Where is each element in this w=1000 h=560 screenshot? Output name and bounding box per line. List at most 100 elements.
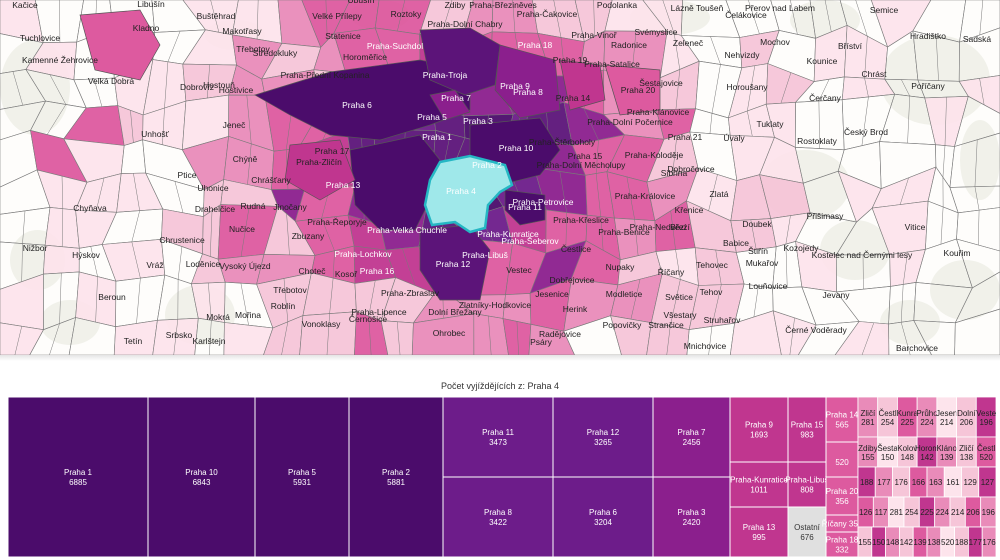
- treemap-small-tile[interactable]: 254: [903, 496, 920, 528]
- treemap-tile-rect[interactable]: [729, 461, 789, 508]
- map-regions[interactable]: [0, 0, 1000, 355]
- map-region[interactable]: [563, 315, 622, 355]
- treemap-tile-rect[interactable]: [825, 397, 859, 443]
- map-region[interactable]: [949, 185, 1000, 214]
- selected-region-praha-4[interactable]: [423, 154, 514, 234]
- map-region[interactable]: [958, 27, 1000, 82]
- prague-district[interactable]: [349, 134, 441, 231]
- treemap-tile-rect[interactable]: [729, 397, 789, 463]
- treemap-small-tile[interactable]: 188: [857, 466, 876, 498]
- treemap-small-tile[interactable]: 142: [899, 526, 914, 557]
- treemap-small-tile[interactable]: 196: [980, 496, 996, 528]
- treemap-small-tile[interactable]: 176: [981, 526, 996, 557]
- map-svg[interactable]: Kačice Libušín Ubušín Zdiby Praha-Březiněves…: [0, 0, 1000, 355]
- treemap-small-tile[interactable]: 126: [857, 496, 874, 528]
- map-region[interactable]: [263, 315, 304, 355]
- treemap-tile-rect[interactable]: [147, 397, 256, 557]
- treemap-small-tile[interactable]: 225: [918, 496, 936, 528]
- map-region[interactable]: [686, 322, 735, 355]
- treemap-small-tile[interactable]: 155: [857, 526, 873, 557]
- treemap-small-tile[interactable]: 176: [892, 466, 911, 498]
- map-region[interactable]: [954, 95, 1000, 147]
- prague-district[interactable]: [504, 189, 546, 226]
- treemap-tile-rect[interactable]: [729, 506, 789, 557]
- map-region[interactable]: [299, 311, 357, 355]
- treemap-tile-rect[interactable]: [442, 397, 554, 478]
- treemap-tile-rect[interactable]: [787, 397, 827, 463]
- treemap-small-tile[interactable]: 177: [968, 526, 983, 557]
- map-region[interactable]: [959, 0, 1000, 43]
- prague-district[interactable]: [79, 9, 161, 81]
- map-region[interactable]: [888, 320, 932, 356]
- choropleth-map[interactable]: Kačice Libušín Ubušín Zdiby Praha-Březiněves…: [0, 0, 1000, 355]
- treemap-small-tile[interactable]: 177: [874, 466, 893, 498]
- map-region[interactable]: [610, 315, 652, 355]
- treemap-small-tile[interactable]: 150: [871, 526, 886, 557]
- map-region[interactable]: [223, 322, 274, 356]
- treemap-tile-rect[interactable]: [652, 397, 731, 478]
- map-region[interactable]: [646, 322, 690, 355]
- map-region[interactable]: [954, 308, 1000, 355]
- prague-district[interactable]: [284, 139, 356, 201]
- treemap-small-tile[interactable]: 166: [909, 466, 928, 498]
- treemap-small-tile[interactable]: 214: [949, 496, 966, 528]
- treemap-small-tile[interactable]: 281: [888, 496, 905, 528]
- map-region[interactable]: [956, 207, 1000, 252]
- treemap-small-tile[interactable]: 148: [885, 526, 900, 557]
- map-region[interactable]: [113, 319, 158, 355]
- treemap-tile-rect[interactable]: [552, 476, 654, 557]
- treemap-tile-rect[interactable]: [825, 531, 859, 557]
- treemap-tile[interactable]: Říčany 353: [822, 514, 863, 533]
- prague-district[interactable]: [429, 89, 471, 121]
- map-region[interactable]: [958, 75, 1000, 114]
- map-region[interactable]: [913, 320, 956, 356]
- treemap-tile-rect[interactable]: [787, 506, 827, 557]
- treemap-small-tile[interactable]: 206: [964, 496, 982, 528]
- map-region[interactable]: [772, 310, 817, 355]
- treemap-tile-rect[interactable]: [8, 397, 149, 557]
- map-region[interactable]: [797, 321, 860, 356]
- treemap-tile-rect[interactable]: [825, 441, 859, 478]
- treemap-small-tile[interactable]: 520: [940, 526, 955, 557]
- map-region[interactable]: [954, 271, 1000, 324]
- treemap-tile-rect[interactable]: [442, 476, 554, 557]
- prague-district[interactable]: [604, 64, 661, 116]
- map-region[interactable]: [528, 323, 575, 355]
- treemap-tile-rect[interactable]: [652, 476, 731, 557]
- map-region[interactable]: [0, 322, 44, 355]
- treemap-small-tile[interactable]: 161: [943, 466, 962, 498]
- prague-district[interactable]: [419, 27, 501, 96]
- map-region[interactable]: [834, 321, 890, 356]
- treemap-tile-rect[interactable]: [825, 476, 859, 516]
- treemap-small-tile-rect[interactable]: [981, 526, 996, 557]
- treemap-tile[interactable]: 520: [825, 441, 859, 478]
- treemap-tile-rect[interactable]: [552, 397, 654, 478]
- map-region[interactable]: [194, 317, 225, 355]
- map-region[interactable]: [68, 317, 116, 356]
- map-region[interactable]: [152, 317, 199, 355]
